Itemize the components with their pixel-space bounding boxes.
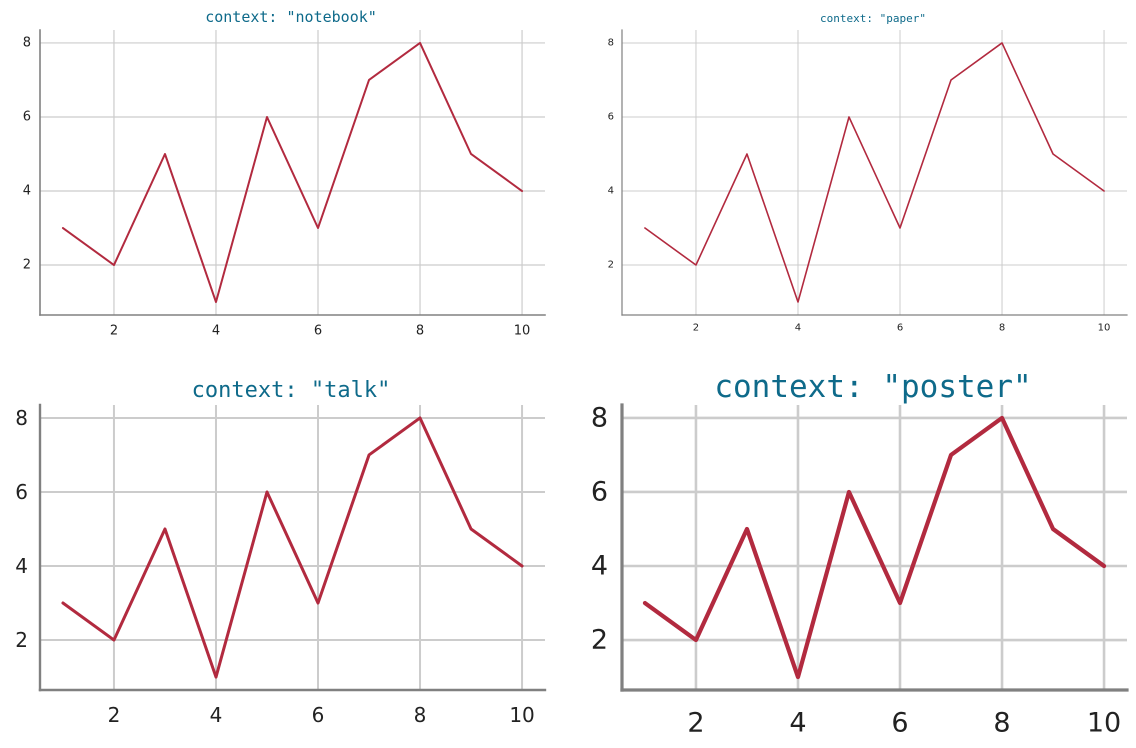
x-tick-label-talk-2: 2 <box>108 703 121 727</box>
series-line-talk <box>61 416 524 679</box>
plot-area-notebook: 2 4 6 8 2 4 6 8 10 <box>23 29 546 339</box>
panel-title-talk: context: "talk" <box>192 378 391 403</box>
y-tick-label-talk-8: 8 <box>15 406 28 430</box>
panel-paper: context: "paper" 2 4 6 8 2 4 6 8 10 <box>608 12 1128 334</box>
y-tick-label-paper-8: 8 <box>608 37 614 48</box>
y-tick-label-poster-8: 8 <box>591 402 608 433</box>
x-tick-label-poster-6: 6 <box>891 708 908 739</box>
series-line-paper <box>644 42 1105 303</box>
series-line-notebook <box>61 41 524 304</box>
x-tick-label-talk-10: 10 <box>509 703 534 727</box>
x-tick-label-talk-8: 8 <box>414 703 427 727</box>
y-tick-label-poster-2: 2 <box>591 625 608 656</box>
y-tick-label-notebook-8: 8 <box>23 35 31 50</box>
y-tick-label-notebook-6: 6 <box>23 109 31 124</box>
panel-title-paper: context: "paper" <box>820 12 926 25</box>
y-tick-label-poster-4: 4 <box>591 551 608 582</box>
y-tick-label-talk-6: 6 <box>15 480 28 504</box>
x-tick-label-paper-2: 2 <box>693 323 699 334</box>
x-tick-label-notebook-6: 6 <box>314 324 322 339</box>
panel-title-poster: context: "poster" <box>714 369 1031 405</box>
x-tick-label-notebook-10: 10 <box>514 324 531 339</box>
x-tick-label-paper-8: 8 <box>999 323 1005 334</box>
y-tick-label-paper-2: 2 <box>608 260 614 271</box>
x-tick-label-poster-8: 8 <box>993 708 1010 739</box>
panel-poster: context: "poster" 2 4 6 8 2 4 6 8 10 <box>591 369 1129 739</box>
x-tick-label-poster-2: 2 <box>687 708 704 739</box>
x-tick-label-poster-10: 10 <box>1087 708 1121 739</box>
y-tick-label-talk-4: 4 <box>15 554 28 578</box>
panel-title-notebook: context: "notebook" <box>205 8 377 26</box>
x-tick-label-paper-10: 10 <box>1098 323 1111 334</box>
x-tick-label-poster-4: 4 <box>789 708 806 739</box>
y-tick-label-paper-6: 6 <box>608 111 614 122</box>
x-tick-label-notebook-8: 8 <box>416 324 424 339</box>
x-tick-label-notebook-4: 4 <box>212 324 220 339</box>
panel-talk: context: "talk" 2 4 6 8 2 4 6 8 10 <box>15 378 547 727</box>
x-tick-label-paper-4: 4 <box>795 323 801 334</box>
plot-area-poster: 2 4 6 8 2 4 6 8 10 <box>591 402 1129 739</box>
y-tick-label-notebook-4: 4 <box>23 184 31 199</box>
x-tick-label-paper-6: 6 <box>897 323 903 334</box>
y-tick-label-paper-4: 4 <box>608 186 614 197</box>
y-tick-label-notebook-2: 2 <box>23 258 31 273</box>
plot-area-paper: 2 4 6 8 2 4 6 8 10 <box>608 29 1128 334</box>
x-tick-label-talk-4: 4 <box>210 703 223 727</box>
x-tick-label-notebook-2: 2 <box>110 324 118 339</box>
plot-area-talk: 2 4 6 8 2 4 6 8 10 <box>15 403 547 727</box>
panel-notebook: context: "notebook" 2 4 6 8 2 4 6 8 10 <box>23 8 546 339</box>
y-tick-label-talk-2: 2 <box>15 628 28 652</box>
y-tick-label-poster-6: 6 <box>591 476 608 507</box>
x-tick-label-talk-6: 6 <box>312 703 325 727</box>
series-line-poster <box>642 415 1107 680</box>
